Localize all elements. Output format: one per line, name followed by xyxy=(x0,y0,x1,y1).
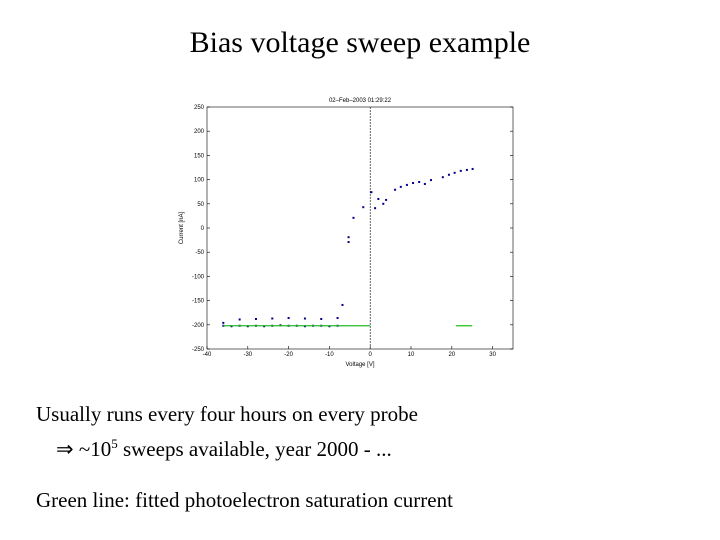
data-point xyxy=(423,182,426,185)
data-point xyxy=(222,321,225,324)
x-tick-label: -40 xyxy=(203,352,212,358)
body-text: Usually runs every four hours on every p… xyxy=(36,402,418,426)
y-tick-label: 150 xyxy=(194,153,205,159)
data-point xyxy=(374,207,377,210)
data-point xyxy=(412,181,415,184)
data-point xyxy=(287,317,290,320)
body-text: sweeps available, year 2000 - ... xyxy=(117,437,392,461)
data-point xyxy=(352,216,355,219)
y-tick-label: -100 xyxy=(192,274,205,280)
y-tick-label: -50 xyxy=(195,250,204,256)
body-text: ⇒ ~10 xyxy=(56,437,112,461)
body-text: ⇒ ~105 sweeps available, year 2000 - ... xyxy=(56,436,392,462)
data-point xyxy=(271,317,274,320)
y-tick-label: 0 xyxy=(201,226,205,232)
data-point xyxy=(441,176,444,179)
x-tick-label: 20 xyxy=(448,352,455,358)
data-point xyxy=(418,181,421,184)
y-tick-label: 250 xyxy=(194,105,205,111)
data-point xyxy=(453,171,456,174)
x-tick-label: 30 xyxy=(489,352,496,358)
data-point xyxy=(385,198,388,201)
data-point xyxy=(405,183,408,186)
body-text: Green line: fitted photoelectron saturat… xyxy=(36,488,453,512)
y-tick-label: -150 xyxy=(192,299,205,305)
data-point xyxy=(377,197,380,200)
data-point xyxy=(362,206,365,209)
data-point xyxy=(238,318,241,321)
superscript: 5 xyxy=(111,436,118,451)
y-tick-label: 100 xyxy=(194,178,205,184)
x-tick-label: -20 xyxy=(284,352,293,358)
data-point xyxy=(303,317,306,320)
data-point xyxy=(341,303,344,306)
data-point xyxy=(459,169,462,172)
x-tick-label: 0 xyxy=(369,352,373,358)
data-point xyxy=(320,317,323,320)
data-point xyxy=(394,188,397,191)
data-point xyxy=(447,173,450,176)
y-tick-label: -200 xyxy=(192,323,205,329)
data-point xyxy=(465,168,468,171)
chart-title: 02–Feb–2003 01:29:22 xyxy=(329,98,392,104)
y-tick-label: -250 xyxy=(192,347,205,353)
plot-frame xyxy=(206,106,514,350)
x-tick-label: 10 xyxy=(408,352,415,358)
data-point xyxy=(382,202,385,205)
data-point xyxy=(471,167,474,170)
data-point xyxy=(429,179,432,182)
data-point xyxy=(370,191,373,194)
y-tick-label: 200 xyxy=(194,129,205,135)
x-axis-label: Voltage [V] xyxy=(345,362,374,368)
data-point xyxy=(254,317,257,320)
data-point xyxy=(399,185,402,188)
data-point xyxy=(347,236,350,239)
x-tick-label: -30 xyxy=(243,352,252,358)
y-tick-label: 50 xyxy=(197,202,204,208)
data-point xyxy=(336,317,339,320)
data-point xyxy=(347,241,350,244)
x-tick-label: -10 xyxy=(325,352,334,358)
y-axis-label: Current [nA] xyxy=(179,212,185,245)
slide-title: Bias voltage sweep example xyxy=(189,26,531,59)
